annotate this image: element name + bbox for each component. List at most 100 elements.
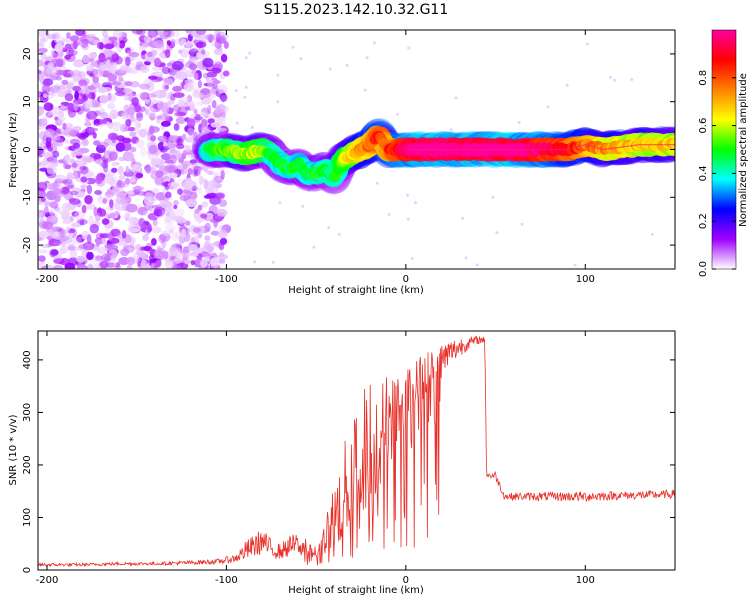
noise-blob: [181, 228, 187, 239]
noise-blob: [38, 210, 46, 218]
noise-blob: [184, 144, 192, 152]
noise-blob: [49, 201, 59, 209]
noise-blob: [96, 42, 104, 50]
noise-blob: [76, 132, 85, 139]
noise-blob: [85, 37, 94, 42]
x-tick-label: -200: [36, 575, 59, 586]
noise-blob: [135, 139, 145, 149]
noise-blob: [169, 145, 176, 154]
noise-blob: [63, 73, 72, 78]
noise-blob: [87, 263, 94, 269]
noise-blob: [54, 132, 61, 141]
noise-blob: [214, 106, 222, 115]
noise-blob: [38, 124, 45, 130]
noise-blob: [76, 255, 86, 263]
y-tick-label: 200: [22, 455, 33, 474]
noise-dot: [327, 226, 331, 230]
noise-blob: [99, 94, 109, 104]
noise-blob: [154, 57, 161, 67]
noise-blob: [133, 104, 142, 113]
noise-blob: [207, 118, 215, 124]
noise-blob: [104, 243, 114, 249]
noise-blob: [218, 199, 228, 207]
noise-dot: [363, 88, 367, 92]
noise-blob: [166, 40, 172, 46]
noise-blob: [127, 127, 136, 132]
noise-blob: [184, 79, 189, 84]
noise-blob: [176, 137, 183, 143]
noise-blob: [117, 165, 124, 176]
noise-blob: [213, 172, 219, 179]
noise-blob: [155, 259, 162, 268]
noise-blob: [195, 225, 205, 234]
noise-blob: [126, 107, 136, 115]
noise-blob: [195, 30, 207, 35]
noise-dot: [517, 121, 521, 124]
noise-dot: [234, 89, 238, 93]
noise-blob: [66, 174, 76, 180]
colorbar-tick-label: 0.2: [698, 213, 709, 229]
noise-blob: [212, 63, 221, 70]
noise-blob: [38, 70, 43, 75]
noise-dot: [454, 96, 458, 100]
noise-blob: [214, 39, 222, 50]
noise-blob: [195, 113, 201, 119]
noise-blob: [217, 229, 228, 239]
colorbar-tick-label: 0.6: [698, 118, 709, 134]
noise-blob: [206, 181, 217, 190]
noise-blob: [102, 118, 108, 125]
noise-blob: [217, 37, 225, 45]
noise-blob: [126, 264, 133, 269]
noise-blob: [175, 230, 182, 239]
noise-blob: [84, 195, 93, 205]
noise-blob: [186, 118, 196, 129]
noise-blob: [205, 251, 213, 260]
noise-blob: [44, 201, 51, 208]
noise-blob: [175, 116, 186, 124]
noise-dot: [250, 125, 254, 129]
noise-dot: [449, 128, 453, 132]
noise-blob: [80, 184, 89, 189]
noise-blob: [204, 212, 214, 221]
noise-blob: [52, 150, 60, 158]
noise-blob: [212, 160, 220, 167]
noise-blob: [38, 106, 45, 116]
noise-blob: [63, 127, 74, 137]
noise-blob: [202, 72, 209, 79]
noise-blob: [68, 198, 81, 205]
noise-blob: [159, 135, 168, 141]
noise-blob: [72, 40, 78, 50]
noise-blob: [90, 265, 103, 269]
noise-dot: [301, 204, 305, 208]
noise-blob: [69, 190, 79, 196]
noise-blob: [186, 94, 193, 103]
noise-blob: [38, 47, 48, 53]
noise-blob: [82, 95, 88, 101]
noise-blob: [38, 72, 45, 83]
noise-blob: [86, 251, 94, 261]
noise-blob: [110, 254, 117, 262]
noise-blob: [187, 168, 194, 175]
noise-blob: [41, 152, 54, 158]
colorbar-tick-label: 0.8: [698, 70, 709, 86]
noise-blob: [86, 184, 93, 195]
noise-blob: [197, 80, 202, 89]
noise-blob: [138, 128, 147, 138]
noise-blob: [50, 249, 59, 256]
noise-blob: [197, 204, 203, 211]
noise-blob: [105, 121, 111, 128]
noise-blob: [82, 30, 87, 37]
noise-blob: [172, 85, 183, 92]
noise-blob: [40, 197, 47, 203]
noise-blob: [167, 99, 175, 105]
noise-blob: [121, 88, 133, 96]
noise-blob: [133, 185, 142, 195]
noise-blob: [64, 262, 76, 269]
x-tick-label: -200: [36, 274, 59, 285]
noise-blob: [178, 249, 190, 254]
noise-blob: [42, 93, 48, 99]
noise-blob: [208, 130, 216, 138]
noise-blob: [43, 206, 49, 216]
noise-blob: [209, 257, 220, 267]
noise-dot: [243, 95, 247, 99]
